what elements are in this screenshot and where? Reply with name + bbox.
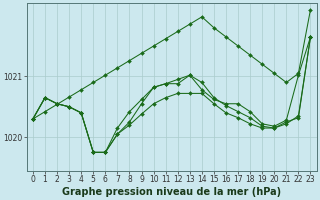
X-axis label: Graphe pression niveau de la mer (hPa): Graphe pression niveau de la mer (hPa)	[62, 187, 281, 197]
